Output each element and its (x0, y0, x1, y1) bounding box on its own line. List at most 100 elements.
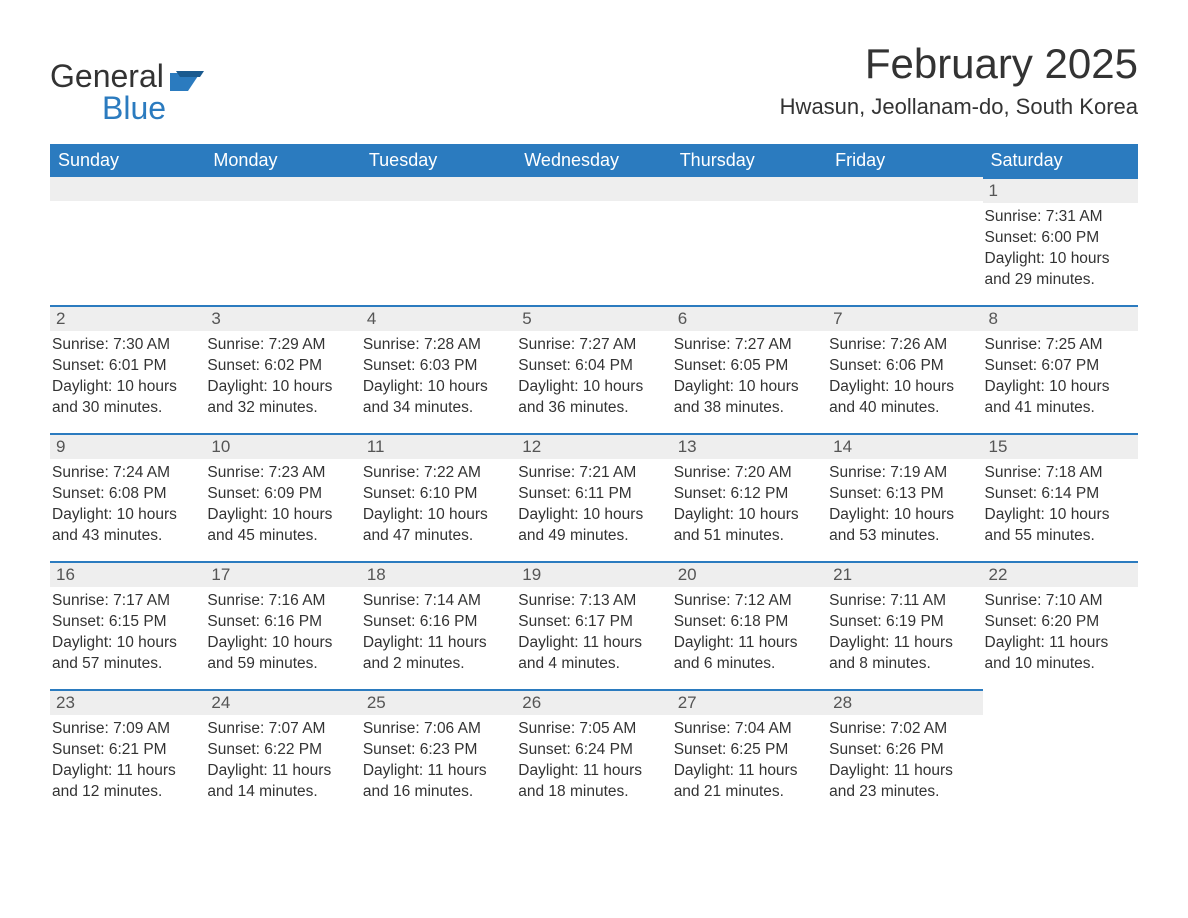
day-number: 22 (983, 561, 1138, 587)
logo-text: General Blue (50, 60, 166, 124)
calendar-cell: 19Sunrise: 7:13 AMSunset: 6:17 PMDayligh… (516, 561, 671, 689)
day-details: Sunrise: 7:24 AMSunset: 6:08 PMDaylight:… (50, 459, 205, 551)
calendar-cell: 14Sunrise: 7:19 AMSunset: 6:13 PMDayligh… (827, 433, 982, 561)
calendar-week-row: 16Sunrise: 7:17 AMSunset: 6:15 PMDayligh… (50, 561, 1138, 689)
calendar-cell: 17Sunrise: 7:16 AMSunset: 6:16 PMDayligh… (205, 561, 360, 689)
calendar-cell (672, 177, 827, 305)
day-of-week-header: Monday (205, 144, 360, 177)
day-number: 27 (672, 689, 827, 715)
calendar-cell: 22Sunrise: 7:10 AMSunset: 6:20 PMDayligh… (983, 561, 1138, 689)
day-number: 14 (827, 433, 982, 459)
calendar-cell: 25Sunrise: 7:06 AMSunset: 6:23 PMDayligh… (361, 689, 516, 817)
day-number: 1 (983, 177, 1138, 203)
day-of-week-header: Tuesday (361, 144, 516, 177)
day-details: Sunrise: 7:07 AMSunset: 6:22 PMDaylight:… (205, 715, 360, 807)
day-details: Sunrise: 7:04 AMSunset: 6:25 PMDaylight:… (672, 715, 827, 807)
logo-blue: Blue (102, 92, 166, 124)
calendar-cell: 23Sunrise: 7:09 AMSunset: 6:21 PMDayligh… (50, 689, 205, 817)
day-details: Sunrise: 7:13 AMSunset: 6:17 PMDaylight:… (516, 587, 671, 679)
day-details: Sunrise: 7:21 AMSunset: 6:11 PMDaylight:… (516, 459, 671, 551)
day-of-week-header: Saturday (983, 144, 1138, 177)
day-of-week-row: SundayMondayTuesdayWednesdayThursdayFrid… (50, 144, 1138, 177)
day-details: Sunrise: 7:16 AMSunset: 6:16 PMDaylight:… (205, 587, 360, 679)
day-number: 26 (516, 689, 671, 715)
location-subtitle: Hwasun, Jeollanam-do, South Korea (780, 94, 1138, 120)
day-number: 20 (672, 561, 827, 587)
empty-day (205, 177, 360, 201)
day-of-week-header: Sunday (50, 144, 205, 177)
day-details: Sunrise: 7:14 AMSunset: 6:16 PMDaylight:… (361, 587, 516, 679)
day-number: 24 (205, 689, 360, 715)
day-details: Sunrise: 7:26 AMSunset: 6:06 PMDaylight:… (827, 331, 982, 423)
calendar-cell: 20Sunrise: 7:12 AMSunset: 6:18 PMDayligh… (672, 561, 827, 689)
day-number: 9 (50, 433, 205, 459)
day-number: 19 (516, 561, 671, 587)
day-details: Sunrise: 7:31 AMSunset: 6:00 PMDaylight:… (983, 203, 1138, 295)
calendar-cell: 7Sunrise: 7:26 AMSunset: 6:06 PMDaylight… (827, 305, 982, 433)
calendar-cell (205, 177, 360, 305)
day-details: Sunrise: 7:27 AMSunset: 6:05 PMDaylight:… (672, 331, 827, 423)
day-number: 17 (205, 561, 360, 587)
day-details: Sunrise: 7:10 AMSunset: 6:20 PMDaylight:… (983, 587, 1138, 679)
flag-icon (170, 67, 214, 96)
day-details: Sunrise: 7:18 AMSunset: 6:14 PMDaylight:… (983, 459, 1138, 551)
title-block: February 2025 Hwasun, Jeollanam-do, Sout… (780, 40, 1138, 120)
day-number: 18 (361, 561, 516, 587)
day-details: Sunrise: 7:20 AMSunset: 6:12 PMDaylight:… (672, 459, 827, 551)
day-number: 3 (205, 305, 360, 331)
empty-day (516, 177, 671, 201)
calendar-week-row: 23Sunrise: 7:09 AMSunset: 6:21 PMDayligh… (50, 689, 1138, 817)
empty-day (827, 177, 982, 201)
calendar-week-row: 2Sunrise: 7:30 AMSunset: 6:01 PMDaylight… (50, 305, 1138, 433)
calendar-cell (50, 177, 205, 305)
day-details: Sunrise: 7:29 AMSunset: 6:02 PMDaylight:… (205, 331, 360, 423)
day-details: Sunrise: 7:28 AMSunset: 6:03 PMDaylight:… (361, 331, 516, 423)
calendar-cell: 12Sunrise: 7:21 AMSunset: 6:11 PMDayligh… (516, 433, 671, 561)
calendar-cell: 10Sunrise: 7:23 AMSunset: 6:09 PMDayligh… (205, 433, 360, 561)
day-number: 4 (361, 305, 516, 331)
calendar-cell: 11Sunrise: 7:22 AMSunset: 6:10 PMDayligh… (361, 433, 516, 561)
day-number: 21 (827, 561, 982, 587)
empty-day (672, 177, 827, 201)
calendar-cell: 21Sunrise: 7:11 AMSunset: 6:19 PMDayligh… (827, 561, 982, 689)
day-details: Sunrise: 7:11 AMSunset: 6:19 PMDaylight:… (827, 587, 982, 679)
calendar-cell: 6Sunrise: 7:27 AMSunset: 6:05 PMDaylight… (672, 305, 827, 433)
day-number: 28 (827, 689, 982, 715)
day-number: 5 (516, 305, 671, 331)
day-number: 2 (50, 305, 205, 331)
calendar-week-row: 1Sunrise: 7:31 AMSunset: 6:00 PMDaylight… (50, 177, 1138, 305)
day-number: 12 (516, 433, 671, 459)
day-of-week-header: Thursday (672, 144, 827, 177)
day-details: Sunrise: 7:06 AMSunset: 6:23 PMDaylight:… (361, 715, 516, 807)
calendar-table: SundayMondayTuesdayWednesdayThursdayFrid… (50, 144, 1138, 817)
empty-day (50, 177, 205, 201)
calendar-cell: 28Sunrise: 7:02 AMSunset: 6:26 PMDayligh… (827, 689, 982, 817)
calendar-cell (983, 689, 1138, 817)
day-number: 10 (205, 433, 360, 459)
day-details: Sunrise: 7:17 AMSunset: 6:15 PMDaylight:… (50, 587, 205, 679)
calendar-cell: 1Sunrise: 7:31 AMSunset: 6:00 PMDaylight… (983, 177, 1138, 305)
calendar-page: General Blue February 2025 Hwasun, Jeoll… (0, 0, 1188, 867)
day-number: 11 (361, 433, 516, 459)
calendar-cell: 5Sunrise: 7:27 AMSunset: 6:04 PMDaylight… (516, 305, 671, 433)
day-details: Sunrise: 7:23 AMSunset: 6:09 PMDaylight:… (205, 459, 360, 551)
calendar-cell: 15Sunrise: 7:18 AMSunset: 6:14 PMDayligh… (983, 433, 1138, 561)
calendar-cell: 4Sunrise: 7:28 AMSunset: 6:03 PMDaylight… (361, 305, 516, 433)
calendar-cell (516, 177, 671, 305)
calendar-week-row: 9Sunrise: 7:24 AMSunset: 6:08 PMDaylight… (50, 433, 1138, 561)
calendar-cell: 9Sunrise: 7:24 AMSunset: 6:08 PMDaylight… (50, 433, 205, 561)
calendar-cell: 8Sunrise: 7:25 AMSunset: 6:07 PMDaylight… (983, 305, 1138, 433)
header: General Blue February 2025 Hwasun, Jeoll… (50, 40, 1138, 124)
day-number: 25 (361, 689, 516, 715)
day-of-week-header: Friday (827, 144, 982, 177)
day-details: Sunrise: 7:02 AMSunset: 6:26 PMDaylight:… (827, 715, 982, 807)
calendar-cell (827, 177, 982, 305)
calendar-cell: 24Sunrise: 7:07 AMSunset: 6:22 PMDayligh… (205, 689, 360, 817)
day-details: Sunrise: 7:22 AMSunset: 6:10 PMDaylight:… (361, 459, 516, 551)
day-number: 23 (50, 689, 205, 715)
day-details: Sunrise: 7:05 AMSunset: 6:24 PMDaylight:… (516, 715, 671, 807)
day-number: 13 (672, 433, 827, 459)
day-number: 16 (50, 561, 205, 587)
logo-general: General (50, 60, 166, 92)
day-number: 8 (983, 305, 1138, 331)
